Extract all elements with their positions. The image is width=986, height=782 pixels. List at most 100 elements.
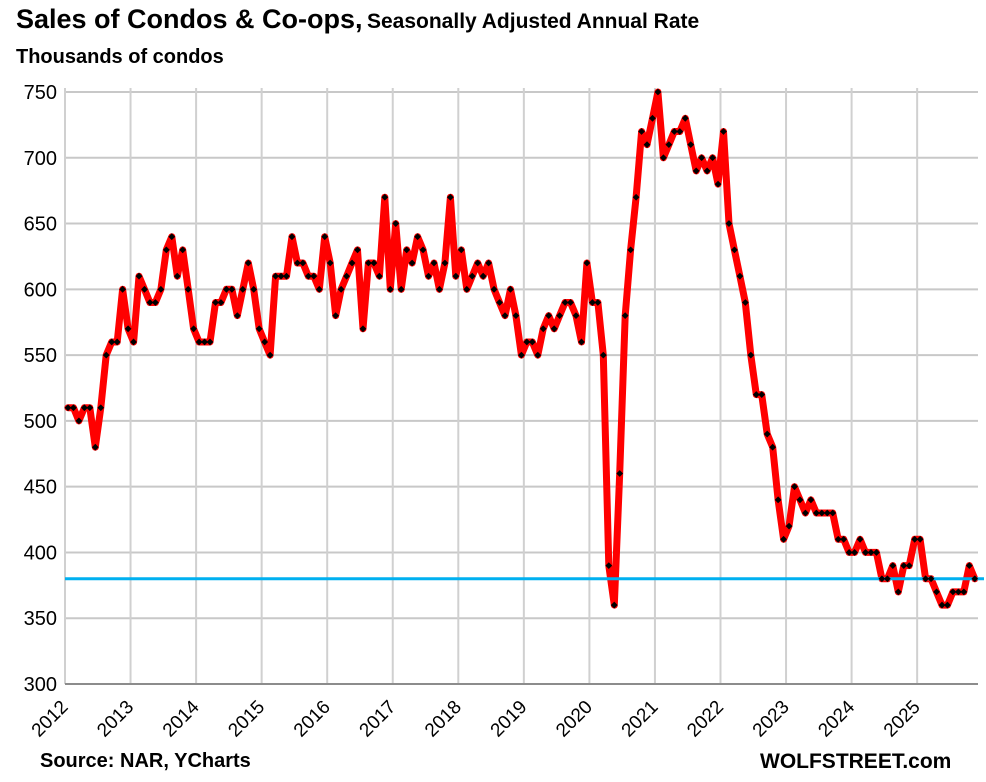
- data-point: [255, 325, 263, 333]
- chart-title-main: Sales of Condos & Co-ops,: [16, 4, 363, 34]
- data-point: [785, 522, 793, 530]
- data-point: [905, 562, 913, 569]
- y-tick-label: 450: [24, 477, 57, 499]
- data-point: [277, 272, 285, 280]
- data-point: [223, 285, 230, 293]
- y-tick-label: 500: [24, 411, 57, 433]
- data-point: [911, 535, 919, 543]
- data-point: [878, 575, 886, 583]
- data-point: [676, 128, 684, 135]
- data-point: [534, 351, 542, 359]
- data-point: [971, 575, 979, 583]
- data-point: [370, 259, 378, 267]
- data-point: [583, 259, 591, 267]
- data-point: [80, 404, 88, 412]
- y-tick-label: 300: [24, 674, 57, 696]
- data-point: [703, 167, 711, 175]
- data-point: [627, 246, 635, 254]
- data-point: [272, 272, 279, 280]
- data-point: [649, 114, 656, 122]
- data-point: [288, 233, 296, 241]
- data-point: [244, 259, 252, 267]
- data-point: [201, 338, 208, 346]
- data-point: [304, 272, 312, 280]
- data-point: [944, 601, 951, 609]
- data-point: [572, 312, 580, 320]
- x-tick-label: 2018: [421, 697, 466, 742]
- data-point: [354, 246, 361, 254]
- data-point: [239, 285, 247, 293]
- x-tick-label: 2024: [814, 696, 859, 741]
- x-tick-label: 2015: [224, 697, 269, 742]
- data-point: [539, 325, 547, 333]
- data-point: [567, 299, 574, 306]
- data-point: [496, 299, 503, 306]
- data-point: [452, 272, 460, 280]
- data-point: [97, 404, 105, 412]
- data-point: [916, 535, 924, 543]
- y-gridlines: [65, 91, 978, 620]
- data-point: [343, 272, 350, 280]
- x-tick-label: 2022: [683, 697, 728, 742]
- data-point: [130, 338, 137, 346]
- data-point: [206, 338, 214, 346]
- x-tick-label: 2016: [290, 697, 335, 742]
- data-point: [348, 259, 356, 267]
- data-point: [818, 509, 826, 517]
- data-point: [883, 575, 891, 583]
- data-point: [365, 259, 372, 267]
- data-point: [638, 128, 645, 135]
- data-point: [960, 588, 968, 596]
- data-point: [610, 601, 618, 609]
- data-point: [414, 233, 421, 241]
- data-point: [283, 272, 290, 280]
- data-point: [698, 154, 706, 162]
- data-point: [578, 338, 585, 346]
- data-point: [747, 351, 755, 359]
- data-point: [769, 443, 777, 451]
- data-point: [889, 562, 897, 569]
- data-point: [687, 141, 695, 149]
- x-tick-label: 2012: [28, 697, 73, 742]
- data-point: [665, 141, 673, 149]
- data-point: [152, 299, 159, 306]
- data-point: [643, 141, 651, 149]
- data-point: [146, 299, 154, 306]
- data-point: [157, 285, 165, 293]
- data-point: [599, 351, 607, 359]
- data-point: [485, 259, 493, 267]
- data-point: [113, 338, 121, 346]
- data-point: [774, 496, 782, 504]
- data-point: [938, 601, 946, 609]
- data-point: [621, 312, 629, 320]
- data-point: [589, 299, 596, 306]
- data-point: [337, 285, 345, 293]
- data-point: [856, 535, 864, 543]
- data-point: [310, 272, 318, 280]
- x-tick-label: 2014: [159, 696, 204, 741]
- data-point: [179, 246, 187, 254]
- data-point: [124, 325, 132, 333]
- data-point: [894, 588, 902, 596]
- data-point: [359, 325, 367, 333]
- series-group: [64, 88, 979, 609]
- source-note: Source: NAR, YCharts: [40, 750, 251, 772]
- data-point: [321, 233, 329, 241]
- y-tick-label: 600: [24, 279, 57, 301]
- data-point: [954, 588, 962, 596]
- data-point: [780, 535, 787, 543]
- data-point: [862, 549, 869, 556]
- data-point: [922, 575, 930, 583]
- data-point: [840, 535, 848, 543]
- data-point: [501, 312, 509, 320]
- data-point: [670, 128, 678, 135]
- data-point: [758, 391, 766, 398]
- data-point: [632, 193, 640, 201]
- data-point: [173, 272, 181, 280]
- data-point: [594, 299, 602, 306]
- data-point: [425, 272, 432, 280]
- x-tick-label: 2019: [487, 697, 532, 742]
- y-tick-label: 350: [24, 608, 57, 630]
- data-point: [720, 128, 727, 135]
- data-point: [381, 193, 389, 201]
